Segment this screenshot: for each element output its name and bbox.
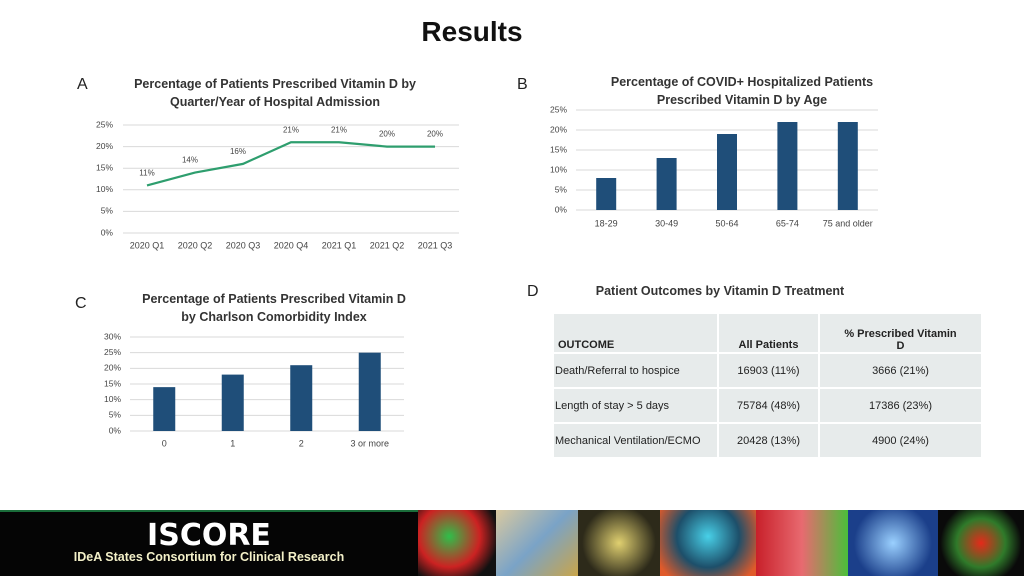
header-cell: OUTCOME — [552, 312, 719, 354]
footer-image — [756, 510, 848, 576]
table-body: Death/Referral to hospice 16903 (11%) 3666… — [552, 352, 983, 459]
y-tick-label: 25% — [550, 104, 567, 114]
bar — [221, 374, 244, 431]
data-label: 20% — [427, 130, 443, 139]
outcome-table: OUTCOME All Patients % Prescribed Vitami… — [552, 312, 983, 459]
bar — [777, 122, 798, 210]
data-label: 20% — [379, 130, 395, 139]
panel-label: C — [75, 295, 87, 312]
header-cell: All Patients — [717, 312, 820, 354]
data-label: 21% — [331, 125, 347, 134]
y-tick-label: 15% — [96, 162, 113, 172]
header-cell: % Prescribed Vitamin D — [818, 312, 983, 354]
table-cell: 17386 (23%) — [818, 387, 983, 424]
table-cell: 16903 (11%) — [717, 352, 820, 389]
x-tick-label: 2021 Q3 — [418, 240, 453, 250]
footer-image — [578, 510, 660, 576]
data-label: 11% — [139, 169, 154, 178]
footer-image — [496, 510, 578, 576]
x-tick-label: 2020 Q1 — [130, 240, 165, 250]
y-tick-label: 20% — [96, 141, 113, 151]
y-tick-label: 20% — [104, 363, 121, 373]
y-tick-label: 25% — [104, 347, 121, 357]
x-tick-label: 75 and older — [823, 218, 873, 228]
line — [146, 141, 435, 187]
footer-title: ISCORE — [147, 518, 271, 553]
y-tick-label: 15% — [104, 378, 121, 388]
bar — [656, 158, 677, 210]
y-tick-label: 15% — [550, 144, 567, 154]
y-tick-label: 10% — [96, 184, 113, 194]
footer-image — [938, 510, 1024, 576]
x-tick-label: 3 or more — [350, 438, 389, 448]
chart-title: Percentage of Patients Prescribed Vitami… — [142, 292, 406, 324]
panel-label: B — [517, 76, 528, 93]
footer: ISCORE IDeA States Consortium for Clinic… — [0, 510, 418, 576]
panel-label: D — [527, 283, 539, 300]
x-tick-label: 65-74 — [776, 218, 799, 228]
bar — [717, 134, 737, 210]
bar — [837, 122, 858, 210]
x-tick-label: 2020 Q2 — [178, 240, 213, 250]
table-row: Length of stay > 5 days 75784 (48%) 17386 … — [552, 387, 983, 424]
chart-title: Percentage of Patients Prescribed Vitami… — [134, 77, 416, 109]
y-tick-label: 5% — [555, 184, 568, 194]
data-label: 14% — [182, 156, 198, 165]
y-tick-label: 10% — [550, 164, 567, 174]
bar — [290, 365, 313, 431]
x-tick-label: 2020 Q3 — [226, 240, 261, 250]
data-label: 16% — [230, 147, 246, 156]
y-tick-label: 20% — [550, 124, 567, 134]
y-tick-label: 5% — [101, 206, 114, 216]
table-title: Patient Outcomes by Vitamin D Treatment — [595, 284, 845, 298]
bar — [358, 352, 381, 431]
table-cell: 3666 (21%) — [818, 352, 983, 389]
x-tick-label: 18-29 — [595, 218, 618, 228]
table-cell: 20428 (13%) — [717, 422, 820, 459]
footer-image — [660, 510, 756, 576]
chart-title: Percentage of COVID+ Hospitalized Patien… — [610, 75, 874, 107]
y-tick-label: 25% — [96, 119, 113, 129]
x-tick-label: 2020 Q4 — [274, 240, 309, 250]
y-tick-label: 0% — [101, 227, 114, 237]
table-cell: Length of stay > 5 days — [552, 387, 719, 424]
footer-image — [418, 510, 496, 576]
panel-label: A — [77, 76, 88, 93]
x-tick-label: 2021 Q2 — [370, 240, 405, 250]
table-row: Mechanical Ventilation/ECMO 20428 (13%) 49… — [552, 422, 983, 459]
slide-title: Results — [421, 16, 523, 47]
footer-subtitle: IDeA States Consortium for Clinical Rese… — [73, 550, 345, 564]
x-tick-label: 0 — [162, 438, 167, 448]
y-tick-label: 5% — [109, 410, 122, 420]
x-tick-label: 30-49 — [655, 218, 678, 228]
x-tick-label: 1 — [230, 438, 235, 448]
y-tick-label: 30% — [104, 331, 121, 341]
x-tick-label: 2 — [299, 438, 304, 448]
table-row: Death/Referral to hospice 16903 (11%) 3666… — [552, 352, 983, 389]
y-tick-label: 0% — [555, 204, 568, 214]
table-cell: Death/Referral to hospice — [552, 352, 719, 389]
table-cell: 75784 (48%) — [717, 387, 820, 424]
table-cell: 4900 (24%) — [818, 422, 983, 459]
data-label: 21% — [283, 125, 299, 134]
y-tick-label: 10% — [104, 394, 121, 404]
footer-image — [848, 510, 938, 576]
y-tick-label: 0% — [109, 425, 122, 435]
table-cell: Mechanical Ventilation/ECMO — [552, 422, 719, 459]
bar — [153, 387, 176, 431]
x-tick-label: 50-64 — [715, 218, 738, 228]
bar — [596, 178, 617, 210]
x-tick-label: 2021 Q1 — [322, 240, 357, 250]
